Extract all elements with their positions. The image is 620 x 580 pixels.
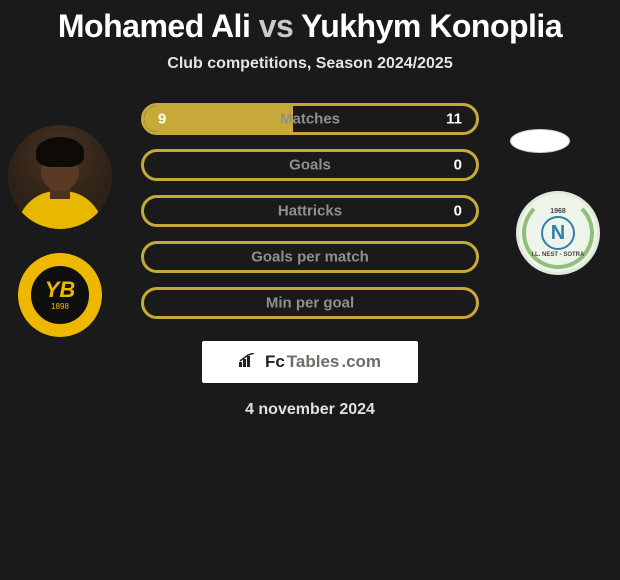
stat-bar: Goals0 (141, 149, 479, 181)
brand-suffix: Tables (287, 352, 340, 372)
date-label: 4 november 2024 (0, 401, 620, 419)
stat-label: Goals per match (144, 249, 476, 266)
stage: YB 1898 1968 N I.L. NEST - SOTRA Matches… (0, 103, 620, 319)
player1-club-badge: YB 1898 (18, 253, 102, 337)
brand-box[interactable]: FcTables.com (202, 341, 418, 383)
title: Mohamed Ali vs Yukhym Konoplia (0, 8, 620, 45)
stat-bars: Matches911Goals0Hattricks0Goals per matc… (141, 103, 479, 319)
brand-tld: .com (341, 352, 381, 372)
stat-bar: Hattricks0 (141, 195, 479, 227)
chart-icon (239, 352, 257, 372)
brand-prefix: Fc (265, 352, 285, 372)
player2-club-badge: 1968 N I.L. NEST - SOTRA (516, 191, 600, 275)
club-badge-name: I.L. NEST - SOTRA (532, 252, 585, 258)
club-badge-letter: 1968 N I.L. NEST - SOTRA (541, 216, 575, 250)
stat-value-left: 9 (158, 111, 166, 128)
vs-label: vs (259, 8, 294, 44)
club-badge-inner: YB 1898 (29, 264, 91, 326)
stat-bar: Matches9 11 (141, 103, 479, 135)
player1-name: Mohamed Ali (58, 8, 250, 44)
club-badge-wreath: 1968 N I.L. NEST - SOTRA (522, 197, 594, 269)
club-badge-letter-text: N (551, 222, 565, 245)
club-badge-text: YB (45, 279, 76, 301)
stat-label: Goals (144, 157, 476, 174)
avatar-hair (36, 137, 84, 167)
subtitle: Club competitions, Season 2024/2025 (0, 55, 620, 73)
stat-label: Hattricks (144, 203, 476, 220)
stat-bar: Goals per match (141, 241, 479, 273)
stat-value-right: 0 (454, 203, 462, 220)
comparison-card: Mohamed Ali vs Yukhym Konoplia Club comp… (0, 0, 620, 419)
stat-bar: Min per goal (141, 287, 479, 319)
stat-label: Matches (144, 111, 476, 128)
player2-flag (510, 129, 570, 153)
player2-name: Yukhym Konoplia (301, 8, 562, 44)
stat-label: Min per goal (144, 295, 476, 312)
stat-value-right: 0 (454, 157, 462, 174)
club-badge-year: 1898 (51, 302, 69, 311)
club-badge-year-2: 1968 (550, 208, 566, 215)
stat-value-right: 11 (446, 111, 462, 128)
player1-avatar (8, 125, 112, 229)
